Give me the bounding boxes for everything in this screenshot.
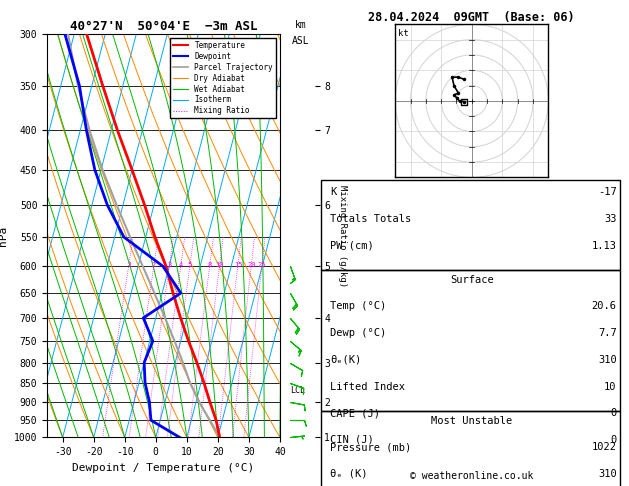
Text: Most Unstable: Most Unstable — [431, 416, 513, 426]
Text: 1: 1 — [127, 261, 131, 268]
Text: 33: 33 — [604, 214, 616, 224]
Text: 1.13: 1.13 — [592, 241, 616, 251]
Text: LCL: LCL — [290, 386, 304, 395]
Text: 15: 15 — [234, 261, 242, 268]
Text: 7.7: 7.7 — [598, 328, 616, 338]
Title: 40°27'N  50°04'E  −3m ASL: 40°27'N 50°04'E −3m ASL — [70, 20, 257, 33]
Text: 5: 5 — [188, 261, 192, 268]
Text: 10: 10 — [216, 261, 224, 268]
Text: 8: 8 — [208, 261, 212, 268]
Text: CAPE (J): CAPE (J) — [330, 408, 380, 418]
Text: Lifted Index: Lifted Index — [330, 382, 405, 392]
Y-axis label: hPa: hPa — [0, 226, 8, 246]
Text: 20.6: 20.6 — [592, 301, 616, 312]
Text: © weatheronline.co.uk: © weatheronline.co.uk — [410, 471, 533, 481]
Text: CIN (J): CIN (J) — [330, 435, 374, 445]
Text: Mixing Ratio (g/kg): Mixing Ratio (g/kg) — [338, 185, 347, 287]
Bar — [321, 180, 620, 270]
Text: Pressure (mb): Pressure (mb) — [330, 442, 411, 452]
Text: -17: -17 — [598, 187, 616, 197]
Text: 28.04.2024  09GMT  (Base: 06): 28.04.2024 09GMT (Base: 06) — [369, 11, 575, 24]
Text: km: km — [295, 20, 306, 30]
Text: K: K — [330, 187, 337, 197]
Text: 0: 0 — [610, 408, 616, 418]
Text: 3: 3 — [167, 261, 172, 268]
Text: θₑ(K): θₑ(K) — [330, 355, 361, 365]
Text: 20: 20 — [247, 261, 255, 268]
Text: Totals Totals: Totals Totals — [330, 214, 411, 224]
Text: θₑ (K): θₑ (K) — [330, 469, 367, 479]
Text: 310: 310 — [598, 469, 616, 479]
Text: 0: 0 — [610, 435, 616, 445]
Text: 25: 25 — [258, 261, 266, 268]
Text: Surface: Surface — [450, 275, 494, 285]
Text: PW (cm): PW (cm) — [330, 241, 374, 251]
Text: 4: 4 — [179, 261, 183, 268]
Text: 2: 2 — [152, 261, 156, 268]
Text: 310: 310 — [598, 355, 616, 365]
Text: 10: 10 — [604, 382, 616, 392]
Bar — [321, 411, 620, 486]
Text: ASL: ASL — [292, 36, 309, 46]
Text: 1022: 1022 — [592, 442, 616, 452]
Legend: Temperature, Dewpoint, Parcel Trajectory, Dry Adiabat, Wet Adiabat, Isotherm, Mi: Temperature, Dewpoint, Parcel Trajectory… — [170, 38, 276, 119]
Text: Temp (°C): Temp (°C) — [330, 301, 386, 312]
X-axis label: Dewpoint / Temperature (°C): Dewpoint / Temperature (°C) — [72, 463, 255, 473]
Text: Dewp (°C): Dewp (°C) — [330, 328, 386, 338]
Bar — [321, 270, 620, 411]
